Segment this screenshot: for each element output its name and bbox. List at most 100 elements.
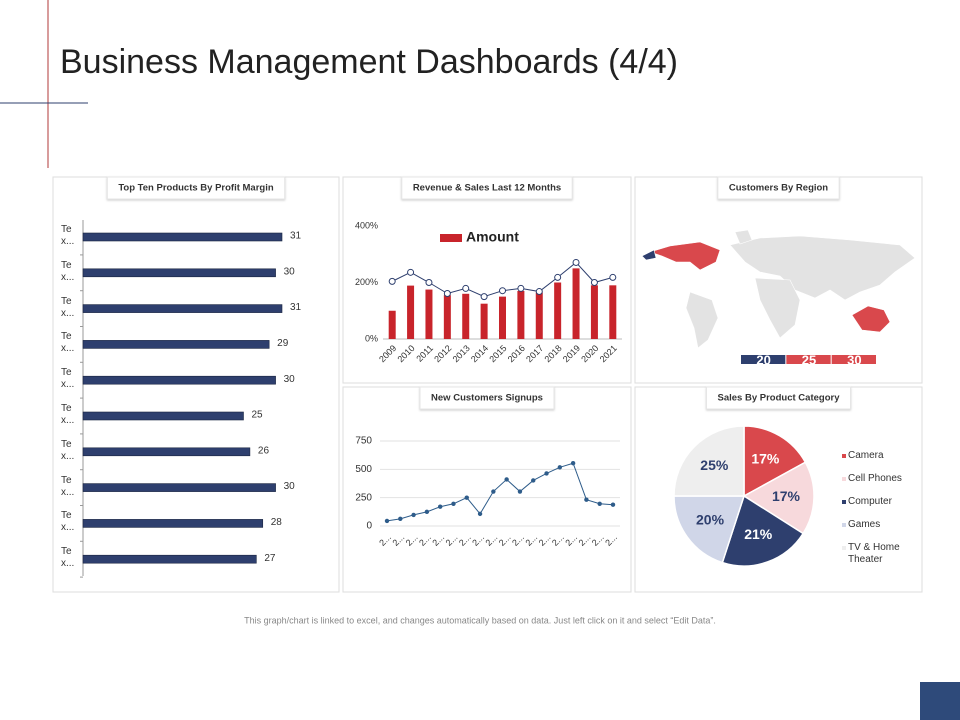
data-label: 26 <box>258 445 270 456</box>
pie-slice <box>673 425 745 497</box>
legend-label: Camera <box>848 450 884 461</box>
point <box>531 478 536 483</box>
point <box>398 516 403 522</box>
bar <box>82 232 283 242</box>
point <box>477 511 483 517</box>
bar <box>82 447 251 457</box>
point <box>572 258 580 266</box>
y-tick-label: Te x... <box>61 259 75 283</box>
bar <box>609 285 617 339</box>
bar <box>590 285 598 339</box>
legend-swatch <box>842 546 846 550</box>
data-label: 30 <box>284 374 296 385</box>
y-tick-label: 250 <box>355 492 372 503</box>
bar <box>517 290 525 339</box>
y-tick-label: 750 <box>355 436 372 447</box>
y-tick-label: Te x... <box>61 224 75 247</box>
scale-swatch <box>786 355 831 364</box>
bar <box>407 285 415 339</box>
legend-label: TV & Home Theater <box>848 542 900 565</box>
footnote: This graph/chart is linked to excel, and… <box>244 615 716 625</box>
data-label: 28 <box>271 517 283 528</box>
point <box>544 471 549 476</box>
point <box>407 268 415 276</box>
point <box>570 461 576 466</box>
world-map <box>685 229 916 349</box>
point <box>610 502 616 507</box>
bar <box>82 268 276 278</box>
panel-title: Revenue & Sales Last 12 Months <box>413 183 561 194</box>
bar <box>82 375 276 385</box>
y-tick-label: 0% <box>365 333 378 343</box>
y-tick-label: Te x... <box>61 510 75 534</box>
point <box>462 284 470 292</box>
legend-swatch <box>842 523 846 527</box>
data-label: 27 <box>264 553 276 564</box>
y-tick-label: Te x... <box>61 295 75 319</box>
data-label: 30 <box>284 481 296 492</box>
point <box>590 279 598 286</box>
bar <box>82 519 264 528</box>
point <box>584 497 589 502</box>
point <box>517 284 525 292</box>
panel-title-box <box>106 176 286 200</box>
point <box>443 290 451 298</box>
data-label: 21% <box>744 526 773 542</box>
legend-label: Cell Phones <box>848 473 902 484</box>
data-label: 25 <box>251 410 263 421</box>
point <box>388 277 396 285</box>
data-label: 17% <box>772 488 801 504</box>
legend-swatch <box>440 234 462 242</box>
legend-swatch <box>842 477 846 481</box>
panel-title-box <box>717 176 840 200</box>
data-label: 31 <box>290 231 302 242</box>
scale-label: 25 <box>802 352 816 367</box>
panel-title: Top Ten Products By Profit Margin <box>118 183 274 194</box>
panel-title-box <box>706 386 851 410</box>
bar <box>572 268 580 339</box>
point <box>491 489 496 494</box>
point <box>499 287 506 295</box>
bar <box>82 340 270 349</box>
point <box>464 495 469 500</box>
legend-label: Games <box>848 519 881 530</box>
y-tick-label: Te x... <box>61 331 75 355</box>
data-label: 17% <box>751 451 780 467</box>
region <box>641 249 657 261</box>
bar <box>535 292 543 339</box>
bar <box>388 310 396 339</box>
bar <box>554 282 562 339</box>
scale-label: 30 <box>847 352 861 367</box>
bar <box>82 411 244 421</box>
corner-block <box>920 682 960 720</box>
panel-title: Customers By Region <box>729 183 828 194</box>
legend-label: Computer <box>848 496 892 507</box>
point <box>425 279 433 286</box>
legend-swatch <box>842 500 846 504</box>
point <box>451 501 456 506</box>
point <box>504 477 509 482</box>
panel-title: New Customers Signups <box>431 393 543 404</box>
bar <box>480 303 488 339</box>
y-tick-label: 500 <box>355 464 372 475</box>
pie-slice <box>673 495 746 564</box>
scale-swatch <box>741 355 786 364</box>
y-tick-label: Te x... <box>61 438 75 462</box>
bar <box>499 296 506 339</box>
bar <box>425 289 433 339</box>
legend-label: Amount <box>466 229 519 245</box>
panel <box>342 386 632 593</box>
panel-title-box <box>419 386 555 410</box>
pie-slice <box>743 425 807 498</box>
bar <box>82 483 276 492</box>
scale-label: 20 <box>756 352 770 367</box>
data-label: 31 <box>290 302 302 313</box>
y-tick-label: Te x... <box>61 367 75 391</box>
panel-title-box <box>401 176 573 200</box>
point <box>517 489 523 494</box>
data-label: 30 <box>284 266 296 277</box>
map-regions <box>641 241 891 333</box>
point <box>411 512 416 518</box>
region <box>649 241 721 271</box>
